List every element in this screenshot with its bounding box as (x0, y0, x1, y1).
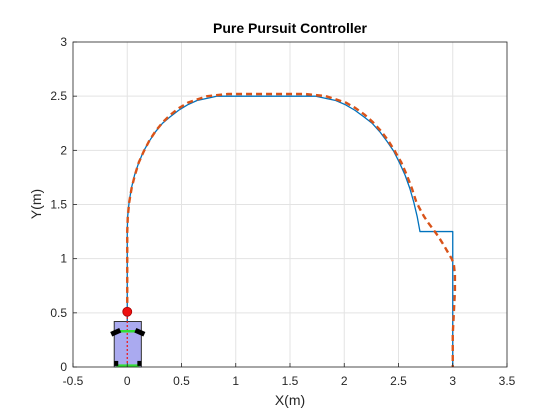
x-tick-label: 0 (124, 374, 131, 388)
y-tick-label: 0 (60, 360, 67, 374)
robot-rear-right-wheel (137, 360, 142, 366)
robot-front-left-wheel (110, 327, 122, 337)
x-tick-label: 2.5 (390, 374, 407, 388)
lookahead-point (122, 306, 133, 317)
x-tick-label: -0.5 (63, 374, 84, 388)
y-tick-label: 3 (60, 35, 67, 49)
y-tick-label: 2 (60, 143, 67, 157)
y-tick-label: 0.5 (50, 306, 67, 320)
x-tick-label: 3 (449, 374, 456, 388)
y-tick-label: 1.5 (50, 198, 67, 212)
y-tick-label: 1 (60, 252, 67, 266)
x-axis-label: X(m) (275, 392, 305, 408)
x-tick-label: 1.5 (282, 374, 299, 388)
chart-title: Pure Pursuit Controller (213, 20, 368, 36)
robot-body (113, 321, 142, 368)
series-line-dashed (126, 92, 457, 367)
data-layer (126, 92, 457, 367)
x-tick-label: 0.5 (173, 374, 190, 388)
ticks: -0.5 0 0.5 1 1.5 2 2.5 3 3.500.511.522.53 (50, 35, 515, 388)
x-tick-label: 3.5 (499, 374, 516, 388)
y-tick-label: 2.5 (50, 89, 67, 103)
robot (110, 306, 146, 368)
x-tick-label: 1 (232, 374, 239, 388)
robot-front-right-wheel (134, 327, 146, 337)
robot-rear-left-wheel (114, 360, 119, 366)
y-axis-label: Y(m) (28, 189, 44, 219)
x-tick-label: 2 (341, 374, 348, 388)
